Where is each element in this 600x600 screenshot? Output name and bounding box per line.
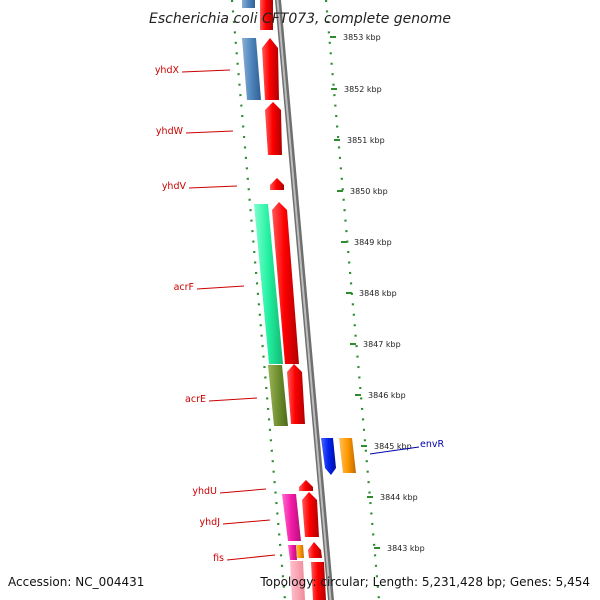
gene-block-pink-bottom [290, 561, 305, 600]
gene-arrow-acrE [287, 364, 305, 424]
gene-leader-line [208, 397, 258, 402]
gene-arrow-yhdW [265, 102, 282, 155]
kbp-tick-label: 3851 kbp [347, 136, 385, 145]
kbp-tick-label: 3848 kbp [359, 289, 397, 298]
kbp-tick-label: 3845 kbp [374, 442, 412, 451]
gene-arrow-blue-reverse [321, 438, 336, 475]
gene-labels: yhdX yhdW yhdV acrF acrE yhdU yhdJ fis envR [155, 65, 445, 564]
gene-leader-line [188, 185, 238, 189]
gene-label-fis: fis [213, 553, 224, 564]
gene-block-acrE [268, 365, 288, 426]
gene-leader-line [181, 69, 231, 73]
gene-arrow-yhdU [299, 480, 313, 491]
kbp-tick-label: 3849 kbp [354, 238, 392, 247]
gene-label-yhdX: yhdX [155, 65, 180, 76]
gene-arrow-fis [308, 542, 322, 558]
gene-leader-line [226, 554, 276, 561]
gene-label-yhdJ: yhdJ [200, 517, 220, 528]
kbp-tick-label: 3844 kbp [380, 493, 418, 502]
gene-block-envR [339, 438, 356, 473]
gene-block-fis-left [288, 545, 297, 560]
gene-block-bottom-red [311, 562, 326, 600]
kbp-scale: 3853 kbp 3852 kbp 3851 kbp 3850 kbp 3849 kbp… [330, 33, 425, 553]
gene-leader-line [219, 488, 267, 494]
gene-label-yhdU: yhdU [192, 486, 217, 497]
gene-arrow-acrF [272, 202, 299, 364]
gene-label-acrF: acrF [174, 282, 194, 293]
kbp-tick-label: 3850 kbp [350, 187, 388, 196]
reverse-strand-genes [242, 0, 305, 600]
forward-strand-genes [260, 0, 326, 600]
gene-leader-line [369, 446, 420, 455]
gene-block-blue-top [242, 0, 255, 8]
gene-label-yhdW: yhdW [156, 126, 184, 137]
gene-arrow-top [260, 0, 273, 30]
gene-leader-line [196, 285, 245, 290]
gene-arrow-yhdV [270, 178, 284, 190]
kbp-tick-label: 3846 kbp [368, 391, 406, 400]
gene-label-acrE: acrE [185, 394, 206, 405]
kbp-tick-label: 3853 kbp [343, 33, 381, 42]
gene-block-acrF [254, 204, 283, 364]
gene-block-blue [242, 38, 261, 100]
envR-region-genes [321, 438, 356, 475]
kbp-tick-label: 3843 kbp [387, 544, 425, 553]
gene-block-orange-small [296, 545, 304, 558]
genome-backbone [275, 0, 334, 600]
kbp-tick-label: 3847 kbp [363, 340, 401, 349]
kbp-tick-label: 3852 kbp [344, 85, 382, 94]
gene-block-yhdJ [282, 494, 301, 541]
accession-text: Accession: NC_004431 [8, 575, 144, 589]
gene-label-envR: envR [420, 439, 444, 450]
gene-leader-line [185, 130, 234, 134]
gene-label-yhdV: yhdV [162, 181, 187, 192]
gene-arrow-yhdX [262, 38, 279, 100]
gene-arrow-yhdJ [302, 492, 319, 537]
map-title: Escherichia coli CFT073, complete genome [149, 11, 451, 27]
genome-summary-text: Topology: circular; Length: 5,231,428 bp… [259, 575, 590, 589]
gene-leader-line [222, 519, 271, 525]
